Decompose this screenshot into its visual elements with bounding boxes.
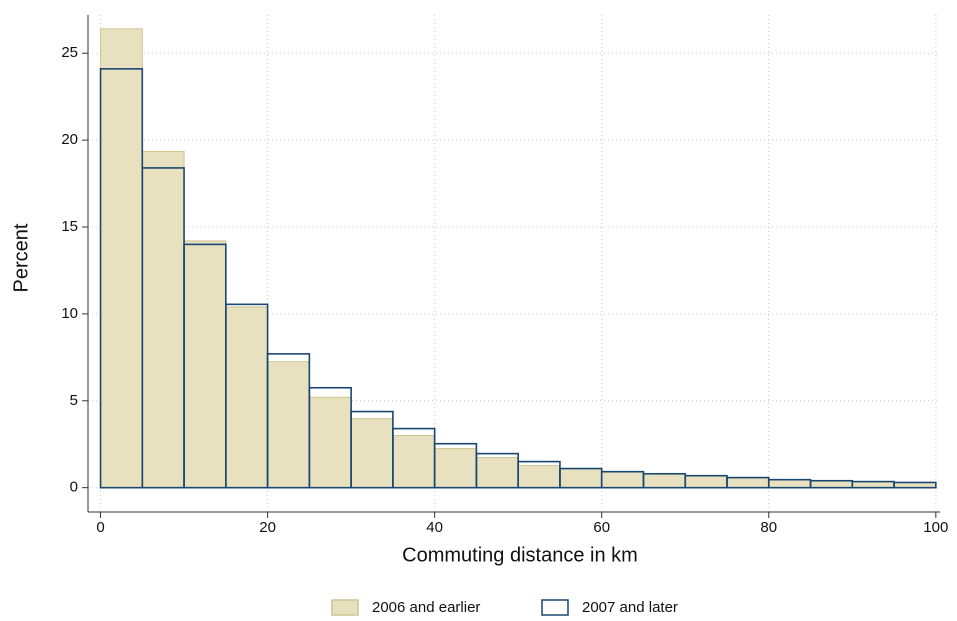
bar	[726, 477, 770, 489]
y-tick-label: 25	[61, 44, 78, 61]
bar	[350, 418, 394, 489]
legend-label: 2007 and later	[582, 599, 678, 616]
bar	[183, 240, 227, 489]
bar	[225, 306, 269, 489]
y-tick-label: 0	[70, 479, 78, 496]
x-tick-label: 0	[96, 519, 104, 536]
legend-swatch	[541, 599, 569, 616]
x-tick-label: 80	[760, 519, 777, 536]
bar	[642, 473, 686, 489]
bar	[100, 28, 143, 489]
bar	[559, 468, 603, 489]
legend-swatch	[331, 599, 359, 616]
bar	[684, 475, 728, 489]
y-tick-label: 10	[61, 305, 78, 322]
legend-label: 2006 and earlier	[372, 599, 480, 616]
bar	[851, 481, 895, 489]
bar	[475, 457, 519, 489]
bar	[893, 481, 937, 489]
bar	[392, 435, 436, 489]
bar	[601, 471, 644, 489]
y-axis-label: Percent	[10, 223, 32, 292]
bar	[434, 448, 477, 489]
x-tick-label: 20	[259, 519, 276, 536]
bar	[768, 479, 812, 489]
x-tick-label: 40	[426, 519, 443, 536]
x-tick-label: 60	[593, 519, 610, 536]
bar	[810, 480, 853, 489]
y-tick-label: 5	[70, 392, 78, 409]
x-tick-label: 100	[923, 519, 948, 536]
x-axis-label: Commuting distance in km	[402, 544, 638, 566]
y-tick-label: 20	[61, 131, 78, 148]
y-tick-label: 15	[61, 218, 78, 235]
bar	[308, 396, 352, 489]
bar	[141, 150, 185, 489]
bar	[267, 361, 310, 489]
bar	[517, 465, 561, 489]
